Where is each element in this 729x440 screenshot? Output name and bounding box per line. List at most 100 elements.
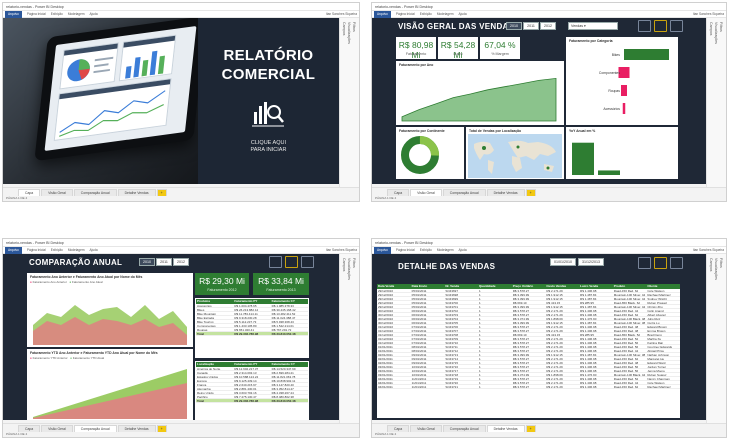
table-row[interactable]: Bikes R$ 26.213.882,12 R$ 30.445.168,42 [196, 308, 308, 312]
table-row[interactable]: 04/01/2011 11/01/2011 SO43719 1 R$ 3.578,27 R… [377, 377, 680, 381]
table-row[interactable]: 29/12/2010 05/01/2011 SO43701 1 R$ 3.399,99 R… [377, 305, 680, 309]
column-header[interactable]: Produtos [197, 299, 211, 303]
tab-detalhe-vendas[interactable]: Detalhe Vendas [486, 425, 525, 432]
table-row[interactable]: Alemanha R$ 2.881.430,01 R$ 3.352.814,47 [196, 387, 308, 391]
tab-capa[interactable]: Capa [387, 425, 410, 432]
world-map[interactable] [468, 134, 562, 178]
column-header[interactable]: Nr. Venda [445, 284, 460, 288]
visualizations-pane-label[interactable]: Visualizações [714, 258, 718, 280]
report-magnifier-icon[interactable] [250, 96, 286, 132]
date-to-slicer[interactable]: 31/12/2013 [578, 258, 604, 266]
ribbon-tab-file[interactable]: Arquivo [5, 10, 22, 18]
table-row[interactable]: 31/12/2010 07/01/2011 SO43707 1 R$ 3.578,27 R… [377, 329, 680, 333]
tab-capa[interactable]: Capa [387, 189, 410, 196]
year-slicer-2012[interactable]: 2012 [540, 22, 556, 30]
ribbon-tab-home[interactable]: Página Inicial [26, 12, 46, 16]
table-row[interactable]: 31/12/2010 07/01/2011 SO43706 1 R$ 3.578,27 R… [377, 325, 680, 329]
table-row[interactable]: 30/12/2010 06/01/2011 SO43704 1 R$ 3.374,99 R… [377, 317, 680, 321]
tab-comparacao-anual[interactable]: Comparação Anual [442, 189, 486, 196]
add-page-button[interactable]: + [156, 425, 167, 432]
filters-pane-label[interactable]: Filtros [719, 22, 723, 32]
table-row[interactable]: 02/01/2011 09/01/2011 SO43715 1 R$ 3.578,27 R… [377, 361, 680, 365]
ribbon-tab-help[interactable]: Ajuda [458, 12, 467, 16]
ribbon-tab-home[interactable]: Página Inicial [395, 248, 415, 252]
tab-detalhe-vendas[interactable]: Detalhe Vendas [117, 425, 156, 432]
add-page-button[interactable]: + [156, 189, 167, 196]
tab-detalhe-vendas[interactable]: Detalhe Vendas [117, 189, 156, 196]
date-from-slicer[interactable]: 01/01/2010 [550, 258, 576, 266]
fields-pane-label[interactable]: Campos [342, 22, 346, 36]
table-page-icon[interactable] [670, 20, 683, 32]
table-row[interactable]: Bike Touring R$ 5.112.237,73 R$ 5.938.368,… [196, 320, 308, 324]
table-row[interactable]: Acessórios R$ 1.004.478,65 R$ 1.085.378,33 [196, 304, 308, 308]
ribbon-tab-home[interactable]: Página Inicial [395, 12, 415, 16]
table-row[interactable]: 04/01/2011 11/01/2011 SO43721 1 R$ 3.578,27 R… [377, 385, 680, 389]
table-row[interactable]: 03/01/2011 10/01/2011 SO43718 1 R$ 3.374,99 R… [377, 373, 680, 377]
table-row[interactable]: 02/01/2011 09/01/2011 SO43713 1 R$ 3.399,99 R… [377, 353, 680, 357]
column-header[interactable]: Data Venda [378, 284, 395, 288]
date-slicer[interactable]: Vendas ▾ [568, 22, 618, 30]
table-row[interactable]: 29/12/2010 05/01/2011 SO43698 1 R$ 3.399,99 R… [377, 293, 680, 297]
table-row[interactable]: 30/12/2010 06/01/2011 SO43703 1 R$ 3.578,27 R… [377, 313, 680, 317]
tab-comparacao-anual[interactable]: Comparação Anual [73, 425, 117, 432]
fields-pane-label[interactable]: Campos [709, 22, 713, 36]
column-header[interactable]: Faturamento PY [234, 362, 258, 366]
column-header[interactable]: Faturamento PY [234, 299, 258, 303]
fields-pane-label[interactable]: Campos [709, 258, 713, 272]
table-row[interactable]: 31/12/2010 07/01/2011 SO43710 1 R$ 3.578,27 R… [377, 341, 680, 345]
table-row[interactable]: Pacífico R$ 7.275.130,47 R$ 8.480.802,38 [196, 395, 308, 399]
home-report-icon[interactable] [269, 256, 282, 268]
ribbon-tab-view[interactable]: Exibição [50, 12, 63, 16]
column-header[interactable]: Produto [613, 284, 626, 288]
filters-pane-label[interactable]: Filtros [719, 258, 723, 268]
ribbon-tab-file[interactable]: Arquivo [374, 246, 391, 254]
ribbon-tab-view[interactable]: Exibição [419, 248, 432, 252]
table-row[interactable]: América do Norte R$ 12.902.217,37 R$ 14.52… [196, 367, 308, 371]
year-slicer-2010[interactable]: 2010 [139, 258, 155, 266]
column-header[interactable]: Cliente [647, 284, 658, 288]
table-row[interactable]: 03/01/2011 10/01/2011 SO43717 1 R$ 3.578,27 R… [377, 369, 680, 373]
year-slicer-2012[interactable]: 2012 [173, 258, 189, 266]
tab-detalhe-vendas[interactable]: Detalhe Vendas [486, 189, 525, 196]
table-row[interactable]: 29/12/2010 05/01/2011 SO43697 1 R$ 3.578,27 R… [377, 289, 680, 293]
chart-page-icon[interactable] [285, 256, 298, 268]
chart-page-icon[interactable] [654, 20, 667, 32]
table-row[interactable]: Canadá R$ 2.314.093,13 R$ 2.699.284,21 [196, 371, 308, 375]
tab-capa[interactable]: Capa [18, 189, 41, 196]
column-header[interactable]: Preço Unitário [512, 284, 534, 288]
table-row[interactable]: Roupas R$ 651.320,41 R$ 767.291,72 [196, 328, 308, 332]
fields-pane-label[interactable]: Campos [342, 258, 346, 272]
table-page-icon[interactable] [670, 257, 683, 269]
visualizations-pane-label[interactable]: Visualizações [714, 22, 718, 44]
tab-visao-geral[interactable]: Visão Geral [410, 189, 442, 196]
table-row[interactable]: 31/12/2010 07/01/2011 SO43709 1 R$ 3.578,27 R… [377, 337, 680, 341]
tab-comparacao-anual[interactable]: Comparação Anual [442, 425, 486, 432]
tab-visao-geral[interactable]: Visão Geral [41, 189, 73, 196]
filters-pane-label[interactable]: Filtros [352, 22, 356, 32]
ribbon-tab-help[interactable]: Ajuda [89, 12, 98, 16]
ribbon-tab-modeling[interactable]: Modelagem [67, 12, 85, 16]
ribbon-tab-help[interactable]: Ajuda [89, 248, 98, 252]
ribbon-tab-file[interactable]: Arquivo [5, 246, 22, 254]
table-row[interactable]: Componentes R$ 1.433.105,80 R$ 1.542.214,0… [196, 324, 308, 328]
year-slicer-2010[interactable]: 2010 [506, 22, 522, 30]
column-header[interactable]: Faturamento CY [271, 299, 295, 303]
home-report-icon[interactable] [638, 257, 651, 269]
table-row[interactable]: 03/01/2011 10/01/2011 SO43716 1 R$ 3.578,27 R… [377, 365, 680, 369]
tab-capa[interactable]: Capa [18, 425, 41, 432]
table-row[interactable]: Europa R$ 9.125.439,14 R$ 10.838.902,11 [196, 379, 308, 383]
table-row[interactable]: 30/12/2010 06/01/2011 SO43705 1 R$ 3.399,99 R… [377, 321, 680, 325]
tab-visao-geral[interactable]: Visão Geral [410, 425, 442, 432]
ribbon-tab-modeling[interactable]: Modelagem [436, 248, 454, 252]
visualizations-pane-label[interactable]: Visualizações [347, 258, 351, 280]
add-page-button[interactable]: + [525, 189, 536, 196]
table-row[interactable]: 01/01/2011 08/01/2011 SO43712 1 R$ 3.578,27 R… [377, 349, 680, 353]
year-slicer-2011[interactable]: 2011 [523, 22, 539, 30]
ribbon-tab-home[interactable]: Página Inicial [26, 248, 46, 252]
visualizations-pane-label[interactable]: Visualizações [347, 22, 351, 44]
table-row[interactable]: França R$ 2.640.215,97 R$ 3.147.820,40 [196, 383, 308, 387]
table-row[interactable]: Estados Unidos R$ 10.588.124,24 R$ 11.821.… [196, 375, 308, 379]
add-page-button[interactable]: + [525, 425, 536, 432]
chart-page-icon[interactable] [654, 257, 667, 269]
table-row[interactable]: 29/12/2010 05/01/2011 SO43700 1 R$ 699,10 R$ … [377, 301, 680, 305]
